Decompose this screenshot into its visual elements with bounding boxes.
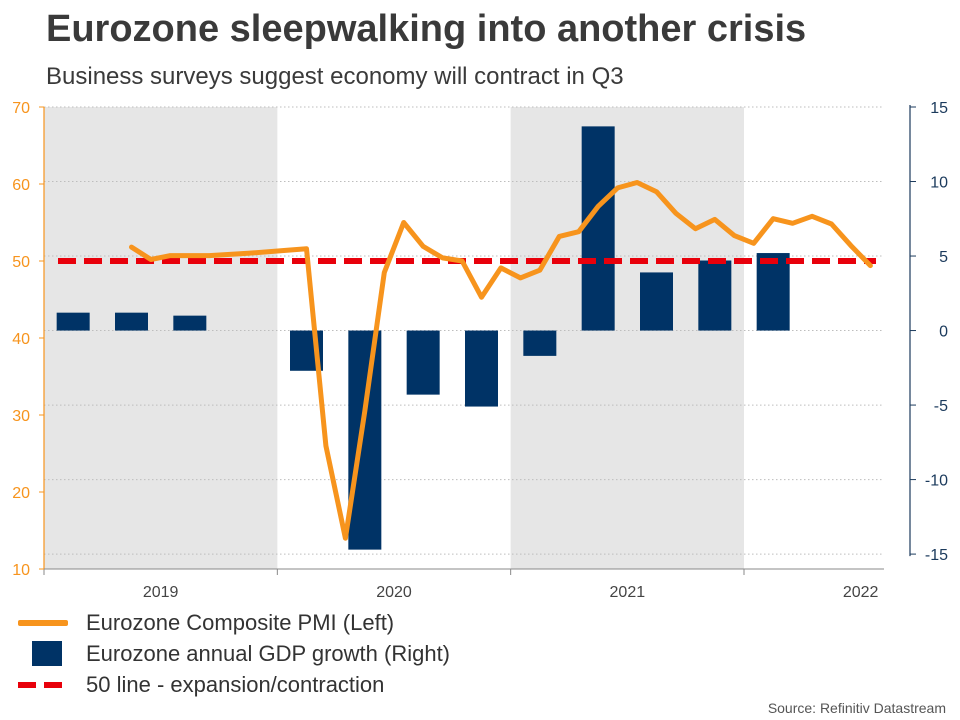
shaded-periods xyxy=(44,107,744,569)
gdp-bar xyxy=(756,253,790,331)
left-tick-label: 20 xyxy=(12,485,30,502)
gdp-bar xyxy=(698,260,732,331)
gridlines xyxy=(44,106,884,555)
right-tick-label: -15 xyxy=(925,547,948,564)
left-tick-label: 30 xyxy=(12,408,30,425)
left-tick-label: 50 xyxy=(12,254,30,271)
right-tick-label: 0 xyxy=(939,324,948,341)
legend-label-pmi: Eurozone Composite PMI (Left) xyxy=(86,609,395,635)
pmi-line-group xyxy=(129,180,873,541)
legend-item-pmi: Eurozone Composite PMI (Left) xyxy=(14,607,450,638)
legend-swatch-gdp xyxy=(14,638,78,669)
x-tick-label: 2020 xyxy=(376,584,412,601)
x-tick-label: 2022 xyxy=(843,584,879,601)
gdp-bar xyxy=(173,315,207,331)
legend-swatch-fifty xyxy=(14,669,78,700)
tick-labels: 10 20 30 40 50 60 70 -15 -10 -5 0 5 10 15 2019 2020 2021… xyxy=(12,100,948,601)
legend-item-gdp: Eurozone annual GDP growth (Right) xyxy=(14,638,450,669)
right-tick-label: 10 xyxy=(930,175,948,192)
axes xyxy=(39,105,916,575)
right-tick-label: -10 xyxy=(925,473,948,490)
gdp-bar xyxy=(115,312,148,331)
legend-item-fifty: 50 line - expansion/contraction xyxy=(14,669,450,700)
legend-label-fifty: 50 line - expansion/contraction xyxy=(86,671,385,697)
gdp-bar xyxy=(406,330,440,395)
gdp-bar xyxy=(523,330,557,356)
source-note: Source: Refinitiv Datastream xyxy=(767,700,946,716)
right-tick-label: 15 xyxy=(930,100,948,117)
legend: Eurozone Composite PMI (Left) Eurozone a… xyxy=(14,607,450,700)
gdp-bar xyxy=(581,126,615,331)
gdp-bars xyxy=(56,126,790,550)
left-tick-label: 70 xyxy=(12,100,30,117)
gdp-bar xyxy=(465,330,498,407)
gdp-bar xyxy=(56,312,90,331)
right-tick-label: -5 xyxy=(934,398,948,415)
chart-title: Eurozone sleepwalking into another crisi… xyxy=(46,8,807,50)
x-tick-label: 2021 xyxy=(610,584,646,601)
left-tick-label: 40 xyxy=(12,331,30,348)
legend-label-gdp: Eurozone annual GDP growth (Right) xyxy=(86,640,451,666)
pmi-line xyxy=(129,180,873,541)
x-tick-label: 2019 xyxy=(143,584,179,601)
left-tick-label: 60 xyxy=(12,177,30,194)
chart-subtitle: Business surveys suggest economy will co… xyxy=(46,63,624,90)
left-tick-label: 10 xyxy=(12,562,30,579)
gdp-bar xyxy=(348,330,382,550)
shade-2019 xyxy=(44,107,278,569)
gdp-bar xyxy=(640,272,673,331)
legend-swatch-pmi xyxy=(14,607,78,638)
right-tick-label: 5 xyxy=(939,249,948,266)
